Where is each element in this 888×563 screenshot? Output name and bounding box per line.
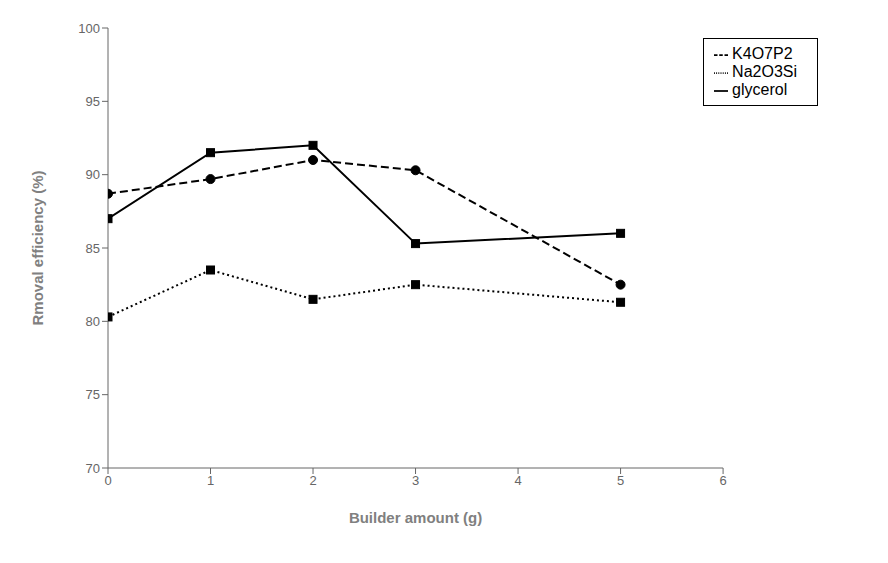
svg-text:Builder amount (g): Builder amount (g): [349, 509, 482, 526]
svg-text:1: 1: [207, 473, 214, 488]
svg-text:3: 3: [412, 473, 419, 488]
svg-text:75: 75: [86, 387, 100, 402]
svg-text:100: 100: [78, 21, 100, 36]
svg-text:90: 90: [86, 167, 100, 182]
html-text:K4O7P2: K4O7P2: [732, 45, 793, 62]
svg-text:70: 70: [86, 461, 100, 476]
svg-text:85: 85: [86, 241, 100, 256]
svg-text:95: 95: [86, 94, 100, 109]
html-text:Na2O3Si: Na2O3Si: [732, 63, 797, 80]
html-text:glycerol: glycerol: [732, 81, 788, 98]
svg-text:6: 6: [719, 473, 726, 488]
svg-text:Rmoval efficiency (%): Rmoval efficiency (%): [29, 170, 46, 325]
svg-text:0: 0: [104, 473, 111, 488]
svg-text:80: 80: [86, 314, 100, 329]
svg-text:2: 2: [309, 473, 316, 488]
svg-text:5: 5: [617, 473, 624, 488]
svg-text:4: 4: [514, 473, 521, 488]
